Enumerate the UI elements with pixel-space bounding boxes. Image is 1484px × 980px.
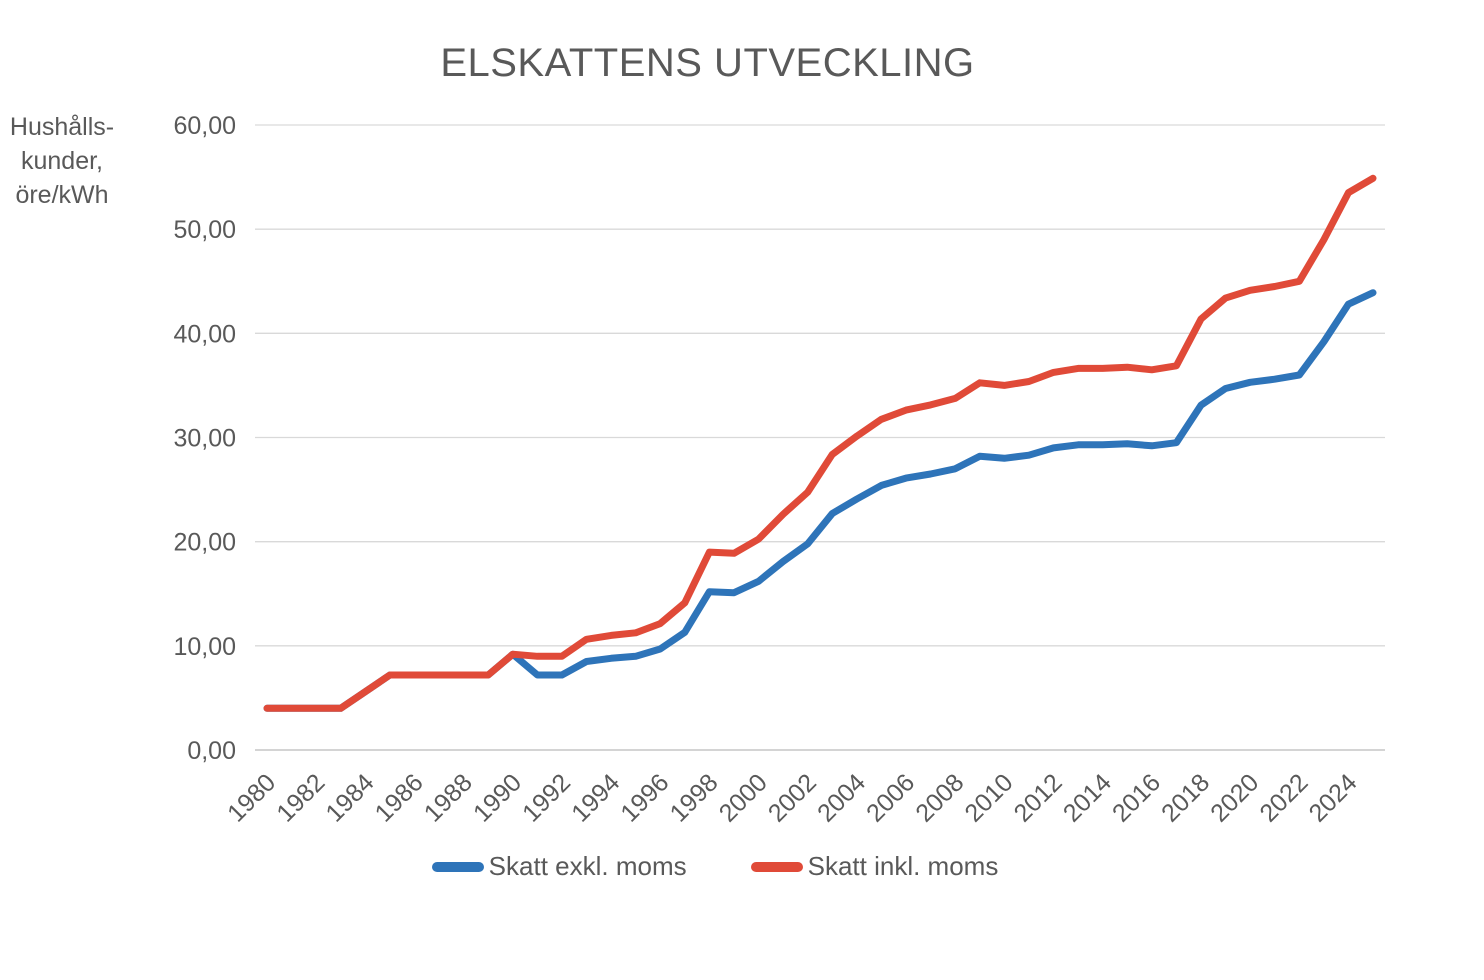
y-tick-label: 20,00 [173,529,236,557]
y-tick-label: 0,00 [187,737,236,765]
legend-label: Skatt exkl. moms [488,851,687,881]
y-axis-label: Hushålls- kunder, öre/kWh [8,110,116,212]
x-tick-label: 2006 [861,768,920,827]
legend-line-swatch-blue [431,861,484,872]
x-tick-label: 1992 [517,768,576,827]
x-tick-label: 2014 [1058,768,1117,827]
x-tick-label: 2024 [1304,768,1363,827]
y-tick-label: 50,00 [173,216,236,244]
x-tick-label: 2018 [1156,768,1215,827]
x-tick-label: 2020 [1205,768,1264,827]
x-tick-label: 2004 [812,768,871,827]
x-tick-label: 2016 [1107,768,1166,827]
x-tick-label: 2022 [1254,768,1313,827]
y-axis-label-line: Hushålls- [9,113,115,141]
legend-item-skatt-exkl-moms: Skatt exkl. moms [431,851,687,882]
x-tick-label: 2012 [1009,768,1068,827]
x-tick-label: 1996 [615,768,674,827]
x-tick-label: 2010 [959,768,1018,827]
legend-label: Skatt inkl. moms [807,851,999,881]
x-tick-label: 1986 [370,768,429,827]
legend: Skatt exkl. moms Skatt inkl. moms [0,851,1430,882]
y-tick-label: 40,00 [173,320,236,348]
chart-title: ELSKATTENS UTVECKLING [440,41,975,85]
x-tick-label: 1988 [419,768,478,827]
x-tick-label: 1982 [271,768,330,827]
x-tick-label: 1980 [222,768,281,827]
legend-line-swatch-red [750,861,803,872]
y-tick-label: 10,00 [173,633,236,661]
x-tick-label: 1994 [566,768,625,827]
y-tick-label: 60,00 [173,112,236,140]
x-tick-label: 2008 [910,768,969,827]
x-tick-label: 1990 [468,768,527,827]
y-tick-label: 30,00 [173,425,236,453]
series-line-inkl [263,174,1377,712]
x-tick-label: 2002 [763,768,822,827]
y-axis-label-line: öre/kWh [15,181,109,209]
x-tick-label: 1998 [665,768,724,827]
legend-item-skatt-inkl-moms: Skatt inkl. moms [750,851,999,882]
x-tick-label: 2000 [714,768,773,827]
y-axis-label-line: kunder, [20,147,103,175]
x-tick-label: 1984 [320,768,379,827]
